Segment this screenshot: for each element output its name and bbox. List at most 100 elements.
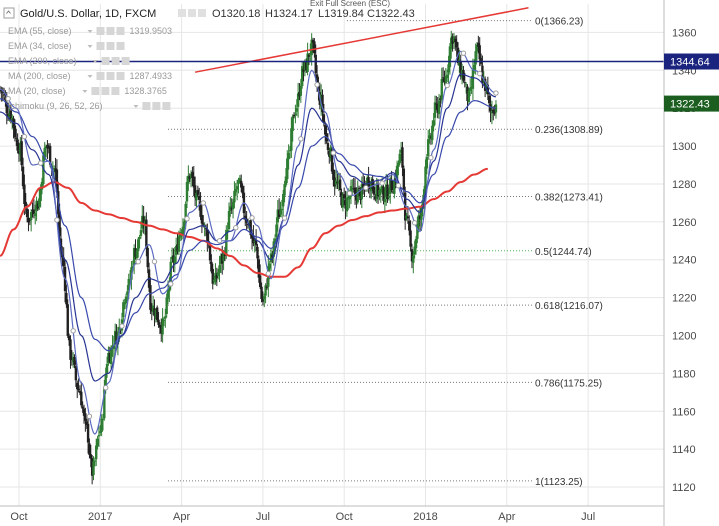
legend-row[interactable]: EMA (200, close) <box>8 56 130 66</box>
candle-body <box>445 74 449 79</box>
settings-icon[interactable] <box>106 42 115 50</box>
drawings[interactable] <box>0 7 664 73</box>
close-icon[interactable] <box>111 87 120 95</box>
eye-icon[interactable] <box>142 102 151 110</box>
candle <box>344 190 347 220</box>
candle <box>464 82 468 94</box>
candle <box>29 209 33 232</box>
candle-body <box>298 92 301 97</box>
dropdown-icon[interactable] <box>87 45 93 48</box>
dropdown-icon[interactable] <box>82 90 88 93</box>
candle <box>188 173 191 182</box>
candle-body <box>424 166 427 190</box>
candle-body <box>345 197 349 212</box>
candle-body <box>375 183 378 200</box>
candle <box>20 135 23 172</box>
candle-body <box>198 196 201 200</box>
candle-body <box>104 374 107 389</box>
candle-body <box>290 128 293 151</box>
candle-body <box>90 458 94 476</box>
eye-icon[interactable] <box>101 57 110 65</box>
candle <box>314 44 317 82</box>
candle-body <box>177 236 181 252</box>
legend-row[interactable]: MA (20, close) 1328.3765 <box>8 86 167 96</box>
candle <box>36 200 40 211</box>
candle-body <box>46 145 49 149</box>
ohlc-close: C1322.43 <box>367 8 415 20</box>
ma20-marker <box>281 215 288 221</box>
dropdown-icon[interactable] <box>87 30 93 33</box>
close-icon[interactable] <box>116 42 125 50</box>
legend-row[interactable]: EMA (34, close) <box>8 41 125 51</box>
candle-body <box>170 256 174 260</box>
candle-body <box>19 143 22 155</box>
candle-body <box>478 45 481 60</box>
candle-body <box>40 181 44 190</box>
eye-icon[interactable] <box>96 27 105 35</box>
close-icon[interactable] <box>121 57 130 65</box>
candle-body <box>469 87 472 91</box>
candle <box>397 160 400 176</box>
candle-body <box>210 261 213 272</box>
legend-row[interactable]: MA (200, close) 1287.4933 <box>8 71 172 81</box>
candle-body <box>474 51 477 65</box>
candle-body <box>71 357 75 362</box>
candle-body <box>105 363 109 374</box>
candle <box>149 277 152 315</box>
eye-icon[interactable] <box>96 42 105 50</box>
candle-body <box>260 286 263 300</box>
ma20-marker <box>249 215 255 221</box>
candle <box>257 255 261 283</box>
eye-icon[interactable] <box>178 9 186 17</box>
candle <box>38 188 41 210</box>
settings-icon[interactable] <box>152 102 161 110</box>
dropdown-icon[interactable] <box>133 105 139 108</box>
candle-body <box>441 77 445 79</box>
close-icon[interactable] <box>116 27 125 35</box>
close-icon[interactable] <box>116 72 125 80</box>
candle-body <box>349 186 353 196</box>
candle-body <box>473 64 476 72</box>
eye-icon[interactable] <box>96 72 105 80</box>
collapse-icon[interactable] <box>3 7 15 19</box>
candle <box>165 293 168 318</box>
settings-icon[interactable] <box>111 57 120 65</box>
candle-body <box>436 103 439 113</box>
close-icon[interactable] <box>162 102 171 110</box>
exit-fullscreen-button[interactable]: Exit Full Screen (ESC) <box>310 0 390 8</box>
dropdown-icon[interactable] <box>92 60 98 63</box>
settings-icon[interactable] <box>106 72 115 80</box>
candle-body <box>402 168 406 191</box>
candle-body <box>376 183 380 196</box>
candle-body <box>93 460 97 462</box>
fibonacci-retracement[interactable]: 0(1366.23) 0.236(1308.89) 0.382(1273.41) 0.… <box>168 17 603 488</box>
candle-body <box>36 203 40 209</box>
candle <box>435 95 438 111</box>
candle-body <box>164 316 167 319</box>
candle <box>328 147 331 164</box>
candle-body <box>218 265 221 273</box>
candle-body <box>420 208 423 220</box>
candle <box>174 237 178 263</box>
candle <box>74 360 78 388</box>
settings-icon[interactable] <box>106 27 115 35</box>
ma20-marker <box>477 70 483 77</box>
candle-body <box>341 195 345 208</box>
candle <box>134 239 137 260</box>
legend-row[interactable]: EMA (55, close) 1319.9503 <box>8 26 172 36</box>
legend-row[interactable]: Ichimoku (9, 26, 52, 26) <box>8 101 171 111</box>
settings-icon[interactable] <box>188 9 196 17</box>
settings-icon[interactable] <box>101 87 110 95</box>
add-icon[interactable] <box>198 9 206 17</box>
candle <box>405 212 408 221</box>
ohlc-open: O1320.18 <box>212 8 260 20</box>
candle-body <box>482 80 485 82</box>
candle-body <box>176 244 179 252</box>
candle <box>16 133 19 154</box>
candle-body <box>492 109 495 113</box>
candle <box>469 78 472 97</box>
dropdown-icon[interactable] <box>87 75 93 78</box>
candle-body <box>0 89 3 92</box>
eye-icon[interactable] <box>91 87 100 95</box>
